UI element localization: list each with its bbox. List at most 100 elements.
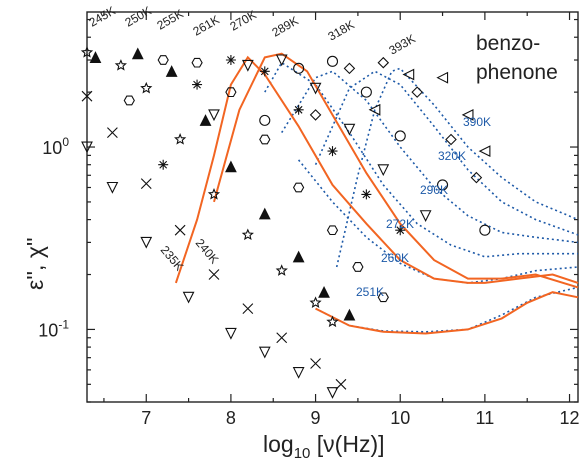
marker-triangle-down-open	[292, 367, 305, 379]
marker-asterisk	[361, 189, 372, 200]
solid-curve-261K	[174, 55, 579, 284]
marker-triangle-up-filled	[199, 114, 212, 126]
x-tick-label: 7	[141, 408, 151, 428]
marker-asterisk	[293, 104, 304, 115]
marker-diamond-open	[470, 171, 483, 184]
marker-triangle-left-open	[368, 103, 381, 116]
marker-hexagon-open	[259, 134, 271, 145]
dotted-curve-272K	[264, 61, 578, 258]
marker-circle-open	[479, 224, 491, 236]
marker-star-open	[80, 46, 94, 58]
marker-triangle-down-open	[182, 291, 195, 304]
svg-text:log10 [ν(Hz)]: log10 [ν(Hz)]	[263, 431, 385, 462]
marker-triangle-left-open	[461, 109, 474, 121]
marker-star-open	[207, 187, 221, 200]
marker-x	[335, 378, 347, 390]
marker-circle-open	[437, 179, 449, 191]
dotted-curve-label: 260K	[381, 251, 409, 265]
marker-asterisk	[395, 225, 406, 236]
x-tick-label: 9	[311, 408, 321, 428]
marker-triangle-up-filled	[131, 47, 144, 60]
axis-ticks: 7 8 9 10 11 12 10-1 100	[38, 12, 580, 428]
temperature-label: 250K	[123, 3, 154, 29]
temperature-label: 393K	[387, 31, 418, 57]
marker-hexagon-open	[225, 87, 237, 98]
marker-triangle-down-open	[208, 109, 220, 122]
marker-asterisk	[225, 55, 236, 66]
y-tick-label: 100	[42, 135, 69, 158]
marker-triangle-up-filled	[318, 285, 330, 298]
marker-triangle-left-open	[402, 68, 415, 81]
temperature-label: 235K	[158, 243, 187, 273]
marker-triangle-down-open	[140, 236, 153, 249]
marker-star-open	[174, 133, 187, 145]
marker-x	[107, 127, 118, 138]
y-tick-label: 10-1	[38, 317, 69, 340]
marker-circle-open	[259, 114, 271, 126]
marker-asterisk	[327, 146, 338, 157]
marker-triangle-up-filled	[258, 207, 271, 220]
marker-triangle-down-open	[81, 141, 93, 154]
marker-x	[276, 332, 288, 344]
dotted-curve-label: 320K	[438, 149, 466, 163]
dotted-curve-label: 390K	[463, 115, 491, 129]
marker-triangle-up-filled	[225, 160, 237, 173]
marker-circle-open	[293, 62, 305, 74]
marker-star-open	[326, 315, 339, 328]
marker-hexagon-open	[352, 262, 364, 272]
marker-circle-open	[394, 130, 406, 142]
marker-x	[140, 178, 152, 190]
marker-asterisk	[192, 79, 203, 90]
marker-x	[310, 358, 321, 369]
temperature-label: 245K	[87, 3, 118, 29]
marker-x	[208, 269, 220, 280]
marker-triangle-down-open	[106, 181, 119, 194]
marker-star-open	[241, 228, 254, 241]
x-axis-label-sub: 10	[294, 445, 311, 462]
temperature-label: 261K	[191, 12, 222, 38]
marker-circle-open	[360, 86, 372, 98]
markers-layer	[80, 46, 491, 399]
dotted-curve-label: 290K	[420, 183, 448, 197]
marker-diamond-open	[411, 86, 423, 98]
annotation-phenone: phenone	[476, 61, 558, 84]
marker-circle-open	[326, 55, 339, 67]
marker-triangle-left-open	[478, 145, 491, 157]
marker-triangle-up-filled	[165, 65, 178, 77]
marker-hexagon-open	[377, 292, 389, 303]
dotted-curve-label: 251K	[356, 285, 384, 299]
marker-x	[81, 90, 93, 102]
marker-star-open	[309, 296, 322, 308]
marker-triangle-down-open	[326, 387, 339, 399]
marker-asterisk	[158, 159, 169, 170]
marker-hexagon-open	[292, 182, 305, 193]
marker-triangle-down-open	[258, 346, 271, 359]
marker-hexagon-open	[123, 95, 135, 106]
temperature-label: 289K	[270, 13, 301, 39]
y-axis-label: ε'', χ''	[22, 237, 48, 290]
marker-star-open	[275, 264, 288, 276]
x-tick-label: 8	[226, 408, 236, 428]
solid-curve-270K	[213, 52, 579, 289]
marker-x	[242, 303, 254, 315]
x-axis-label-prefix: log	[263, 431, 294, 457]
marker-diamond-open	[343, 62, 356, 75]
marker-hexagon-open	[326, 225, 339, 236]
marker-x	[174, 224, 186, 236]
marker-triangle-down-open	[343, 123, 356, 136]
plot-frame	[86, 11, 579, 403]
marker-triangle-up-filled	[292, 250, 305, 263]
dotted-curve-260K	[297, 159, 579, 284]
marker-triangle-down-open	[241, 59, 254, 72]
marker-star-open	[140, 81, 153, 94]
temperature-label: 255K	[155, 6, 186, 32]
marker-diamond-open	[445, 133, 457, 146]
marker-triangle-down-open	[419, 210, 432, 222]
marker-triangle-up-filled	[89, 51, 102, 63]
marker-triangle-down-open	[309, 82, 322, 95]
marker-triangle-down-open	[225, 327, 237, 340]
dotted-curve-290K	[281, 70, 579, 244]
marker-triangle-left-open	[436, 71, 449, 84]
marker-hexagon-open	[191, 57, 203, 68]
